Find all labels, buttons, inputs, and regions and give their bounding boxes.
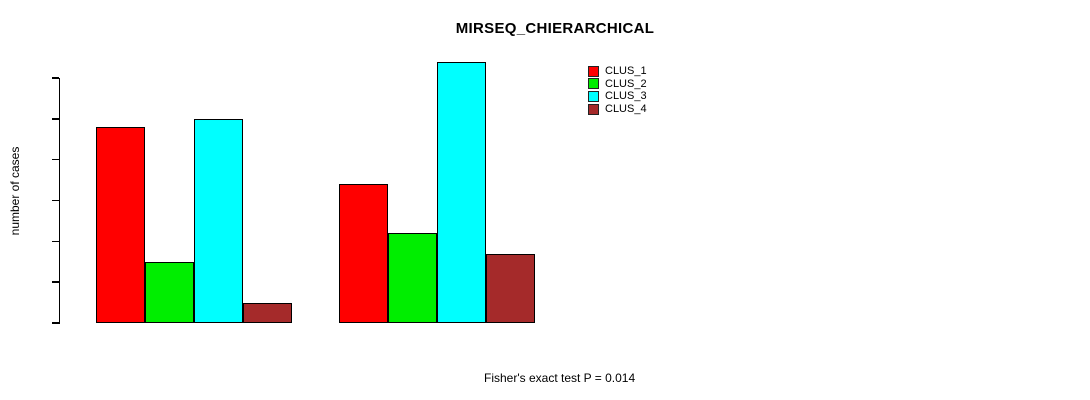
legend-label: CLUS_4 — [605, 103, 647, 116]
legend-swatch-icon — [588, 78, 599, 90]
bar-clus_3 — [194, 118, 243, 323]
y-tick-mark — [52, 77, 59, 79]
legend-swatch-icon — [588, 103, 599, 115]
bar-clus_2 — [145, 261, 194, 323]
legend-swatch-icon — [588, 90, 599, 102]
legend-row: CLUS_1 — [588, 65, 647, 78]
y-axis-line — [59, 78, 61, 324]
legend: CLUS_1 CLUS_2 CLUS_3 CLUS_4 — [588, 65, 647, 115]
y-axis-label: number of cases — [8, 146, 22, 236]
bar-clus_1 — [339, 184, 388, 323]
bar-clus_4 — [243, 302, 292, 323]
fisher-test-annotation: Fisher's exact test P = 0.014 — [484, 371, 636, 385]
legend-row: CLUS_4 — [588, 103, 647, 116]
bar-clus_1 — [96, 127, 145, 323]
legend-label: CLUS_3 — [605, 90, 647, 103]
y-tick-mark — [52, 158, 59, 161]
bar-clus_2 — [388, 233, 437, 323]
legend-label: CLUS_1 — [605, 65, 647, 78]
y-tick-mark — [52, 322, 59, 324]
y-tick-mark — [52, 199, 59, 202]
legend-row: CLUS_3 — [588, 90, 647, 103]
y-tick-mark — [52, 281, 59, 283]
legend-row: CLUS_2 — [588, 78, 647, 91]
legend-swatch-icon — [588, 65, 599, 77]
legend-label: CLUS_2 — [605, 77, 647, 90]
y-tick-mark — [52, 118, 59, 120]
bar-clus_3 — [437, 61, 486, 323]
chart-title: MIRSEQ_CHIERARCHICAL — [455, 20, 655, 37]
bar-clus_4 — [486, 253, 535, 323]
y-tick-mark — [52, 240, 59, 243]
